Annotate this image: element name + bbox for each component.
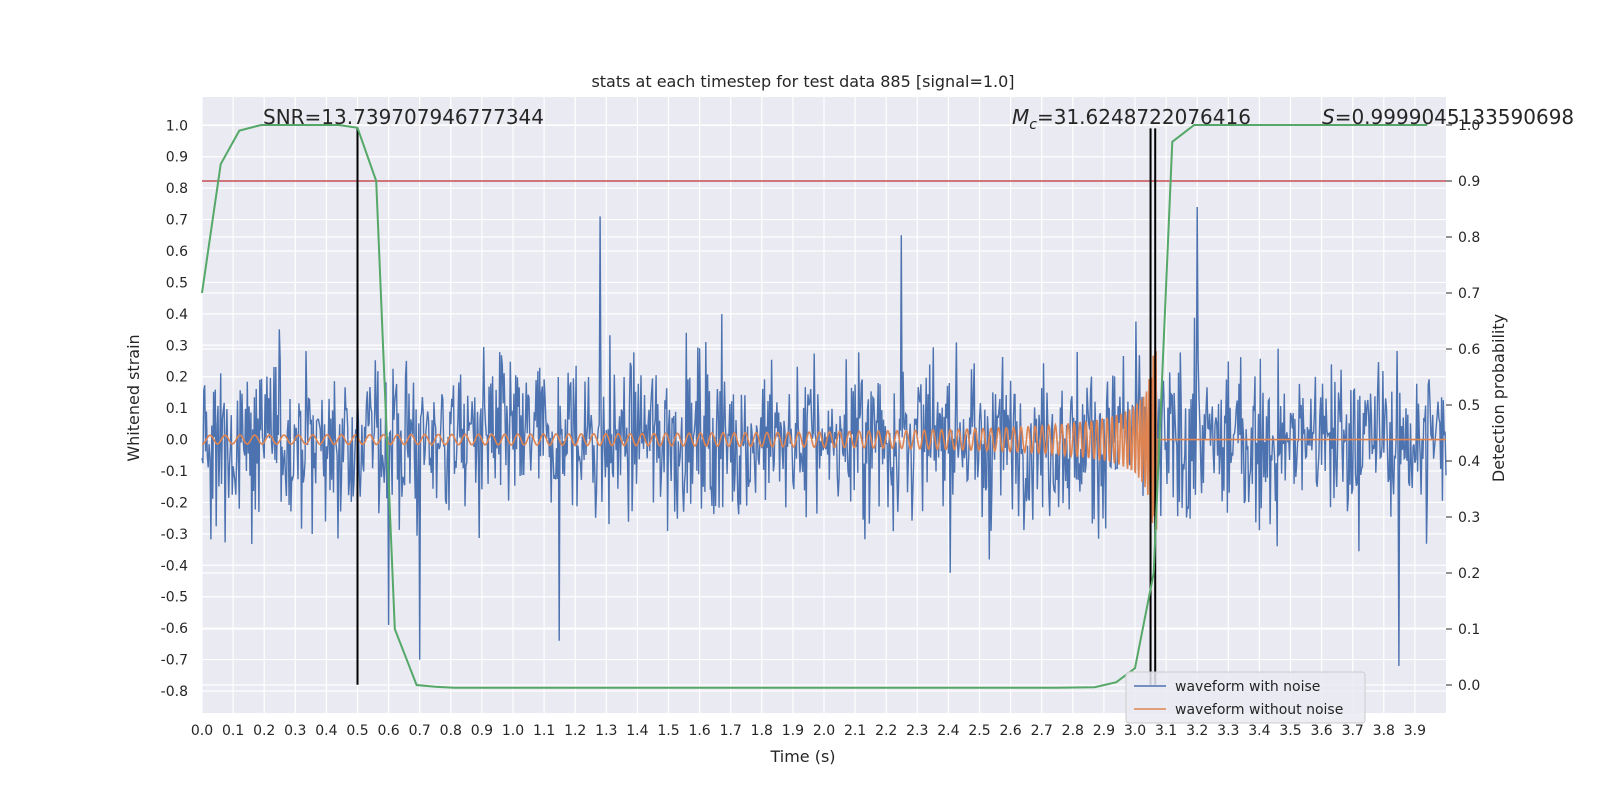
x-tick-label: 0.4 [315,723,337,739]
y-tick-label: 0.4 [166,307,188,323]
x-tick-label: 0.8 [440,723,462,739]
significance-value: =0.9999045133590698 [1335,105,1574,129]
chirp-mass-subscript: c [1029,117,1037,133]
x-tick-label: 3.9 [1404,723,1426,739]
legend-label-clean: waveform without noise [1175,702,1343,718]
x-tick-label: 0.1 [222,723,244,739]
y-tick-label: -0.6 [161,621,188,637]
y-right-tick-label: 0.9 [1458,174,1480,190]
chirp-mass-value: =31.6248722076416 [1037,105,1251,129]
x-tick-label: 0.2 [253,723,275,739]
x-tick-label: 0.7 [409,723,431,739]
x-tick-label: 3.2 [1186,723,1208,739]
detection-probability-line [201,124,1428,689]
y-tick-label: 0.7 [166,213,188,229]
x-axis-label: Time (s) [769,747,835,766]
y-tick-label: 0.3 [166,338,188,354]
y-tick-label: 0.9 [166,150,188,166]
legend-label-noisy: waveform with noise [1175,679,1320,695]
x-tick-label: 2.8 [1062,723,1084,739]
x-tick-label: 2.2 [875,723,897,739]
x-tick-label: 2.6 [999,723,1021,739]
x-tick-label: 0.5 [346,723,368,739]
chirp-mass-symbol: M [1012,105,1029,129]
y-right-tick-label: 0.2 [1458,566,1480,582]
x-tick-label: 2.0 [813,723,835,739]
x-tick-label: 1.8 [751,723,773,739]
y-right-tick-label: 0.4 [1458,454,1480,470]
x-tick-label: 2.3 [906,723,928,739]
x-tick-label: 1.2 [564,723,586,739]
grid-lines [201,97,1446,713]
y-tick-label: -0.7 [161,653,188,669]
snr-annotation: SNR=13.739707946777344 [263,105,544,129]
x-axis-ticks: 0.0 0.1 0.2 0.3 0.4 0.5 0.6 0.7 0.8 0.9 1.0 1.1 1.2 1… [191,723,1426,739]
y-right-tick-label: 0.6 [1458,342,1480,358]
y-tick-label: -0.2 [161,495,188,511]
chart-title: stats at each timestep for test data 885… [591,72,1014,91]
y-tick-label: -0.5 [161,590,188,606]
x-tick-label: 2.4 [937,723,959,739]
x-tick-label: 3.1 [1155,723,1177,739]
x-tick-label: 1.6 [688,723,710,739]
x-tick-label: 2.7 [1031,723,1053,739]
x-tick-label: 0.9 [471,723,493,739]
x-tick-label: 1.5 [657,723,679,739]
x-tick-label: 1.1 [533,723,555,739]
x-tick-label: 3.0 [1124,723,1146,739]
y-right-tick-label: 0.8 [1458,230,1480,246]
data-series [201,124,1447,689]
x-tick-label: 3.6 [1310,723,1332,739]
y-right-tick-label: 0.1 [1458,622,1480,638]
y-tick-label: 0.5 [166,275,188,291]
y-tick-label: 0.0 [166,433,188,449]
y-right-axis-label: Detection probability [1489,314,1508,482]
x-tick-label: 3.4 [1248,723,1270,739]
x-tick-label: 3.8 [1373,723,1395,739]
y-tick-label: -0.4 [161,558,188,574]
y-tick-label: 0.6 [166,244,188,260]
x-tick-label: 2.9 [1093,723,1115,739]
legend-box [1125,671,1366,724]
chirp-mass-annotation: Mc=31.6248722076416 [1012,105,1251,133]
y-right-tick-label: 0.0 [1458,678,1480,694]
x-tick-label: 2.5 [968,723,990,739]
x-tick-label: 1.0 [502,723,524,739]
x-tick-label: 1.4 [626,723,648,739]
y-right-tick-label: 1.0 [1458,118,1480,134]
y-axis-ticks: 1.0 0.9 0.8 0.7 0.6 0.5 0.4 0.3 0.2 0.1 0.0 -0.1 -0.… [161,118,188,700]
y-tick-label: -0.8 [161,684,188,700]
x-tick-label: 1.9 [782,723,804,739]
y-tick-label: 0.8 [166,181,188,197]
x-tick-label: 2.1 [844,723,866,739]
x-tick-label: 0.3 [284,723,306,739]
y-right-tick-label: 0.7 [1458,286,1480,302]
y-right-tick-label: 0.5 [1458,398,1480,414]
y-tick-label: 0.1 [166,401,188,417]
clean-waveform-line [201,351,1446,530]
y-right-tick-label: 0.3 [1458,510,1480,526]
significance-symbol: S [1322,105,1335,129]
y-tick-label: 0.2 [166,370,188,386]
y-tick-label: -0.3 [161,527,188,543]
legend: waveform with noise waveform without noi… [1125,671,1366,724]
x-tick-label: 1.3 [595,723,617,739]
x-tick-label: 3.3 [1217,723,1239,739]
x-tick-label: 0.0 [191,723,213,739]
y-tick-label: -0.1 [161,464,188,480]
y-axis-label: Whitened strain [124,334,143,461]
significance-annotation: S=0.9999045133590698 [1322,105,1574,129]
y-tick-label: 1.0 [166,118,188,134]
x-tick-label: 1.7 [720,723,742,739]
x-tick-label: 3.7 [1342,723,1364,739]
x-tick-label: 0.6 [377,723,399,739]
y-right-axis-ticks: 1.0 0.9 0.8 0.7 0.6 0.5 0.4 0.3 0.2 0.1 0.0 [1446,118,1480,694]
x-tick-label: 3.5 [1279,723,1301,739]
